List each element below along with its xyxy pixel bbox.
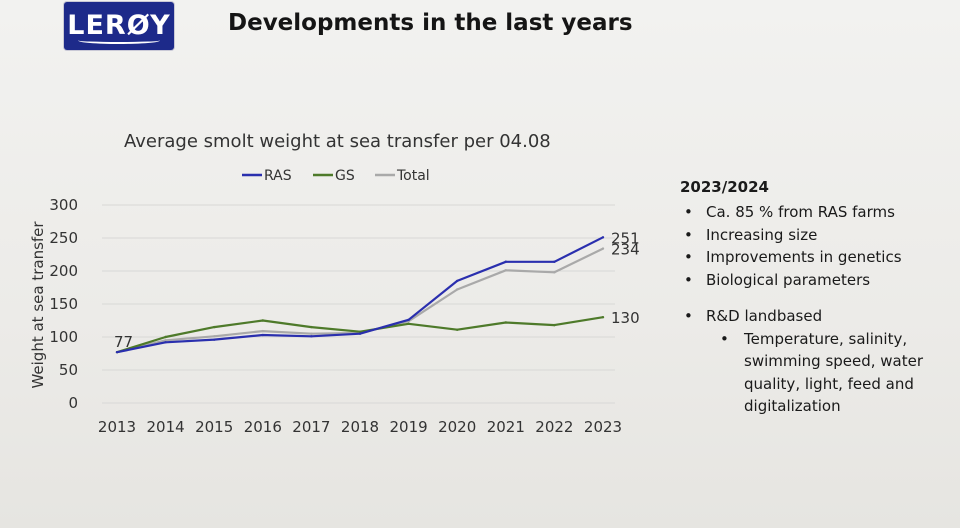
- notes-bullet-rd: R&D landbased: [680, 305, 950, 328]
- data-point-ras: [456, 279, 459, 283]
- data-point-total: [504, 269, 507, 272]
- data-label: 77: [114, 333, 133, 351]
- data-point-gs: [213, 325, 216, 329]
- data-point-gs: [407, 322, 410, 325]
- data-point-total: [213, 335, 216, 338]
- y-tick-label: 250: [49, 229, 78, 247]
- data-point-total: [553, 271, 556, 274]
- line-chart: 0 50 100 150 200 250 300 2013 2014 2015 2016 2017 20…: [29, 168, 640, 436]
- data-point-ras: [261, 333, 264, 337]
- notes-bullet: Improvements in genetics: [680, 246, 950, 269]
- x-tick-label: 2013: [98, 418, 136, 436]
- data-point-gs: [261, 319, 264, 322]
- x-tick-label: 2023: [584, 418, 622, 436]
- notes-sub-bullet: Temperature, salinity, swimming speed, w…: [680, 328, 950, 418]
- data-label: 234: [611, 241, 640, 259]
- legend-label-gs: GS: [335, 168, 355, 184]
- x-tick-label: 2014: [147, 418, 185, 436]
- data-point-gs: [504, 321, 507, 324]
- x-tick-label: 2019: [390, 418, 428, 436]
- data-point-gs: [164, 335, 167, 339]
- data-point-ras: [553, 260, 556, 263]
- data-point-total: [456, 288, 459, 291]
- data-point-ras: [115, 350, 119, 354]
- data-point-gs: [553, 323, 556, 327]
- x-tick-label: 2015: [195, 418, 233, 436]
- x-tick-label: 2017: [292, 418, 330, 436]
- leroy-logo: LERØY: [64, 2, 174, 50]
- logo-wordmark: LERØY: [67, 10, 171, 41]
- data-point-total: [310, 332, 313, 335]
- data-label: 251: [611, 229, 640, 247]
- notes-heading: 2023/2024: [680, 178, 769, 196]
- notes-list-rd: R&D landbased Temperature, salinity, swi…: [680, 305, 950, 418]
- notes-bullet: Increasing size: [680, 224, 950, 247]
- data-point-gs: [358, 330, 362, 333]
- data-point-ras: [407, 318, 410, 322]
- page-title: Developments in the last years: [228, 10, 633, 36]
- y-tick-label: 0: [68, 394, 78, 412]
- data-point-total: [261, 329, 264, 333]
- x-tick-label: 2021: [487, 418, 525, 436]
- data-point-total: [601, 247, 605, 250]
- data-point-total: [164, 339, 167, 342]
- legend-label-ras: RAS: [264, 168, 292, 184]
- data-point-ras: [164, 341, 167, 344]
- data-point-gs: [456, 328, 459, 331]
- notes-bullet: Ca. 85 % from RAS farms: [680, 201, 950, 224]
- data-point-gs: [310, 325, 313, 329]
- data-point-ras: [601, 236, 605, 239]
- y-tick-label: 50: [59, 361, 78, 379]
- x-tick-label: 2020: [438, 418, 476, 436]
- series-line-ras: [116, 236, 604, 354]
- y-tick-label: 300: [49, 196, 78, 214]
- x-tick-label: 2018: [341, 418, 379, 436]
- y-tick-label: 200: [49, 262, 78, 280]
- y-tick-label: 150: [49, 295, 78, 313]
- data-point-ras: [310, 335, 313, 338]
- legend-label-total: Total: [396, 168, 430, 184]
- notes-bullet: Biological parameters: [680, 269, 950, 292]
- data-point-ras: [358, 332, 362, 335]
- logo-swoosh: [78, 37, 160, 44]
- x-tick-label: 2016: [244, 418, 282, 436]
- data-point-ras: [213, 338, 216, 341]
- y-axis-label: Weight at sea transfer: [29, 221, 47, 389]
- x-tick-label: 2022: [535, 418, 573, 436]
- data-label: 130: [611, 309, 640, 327]
- data-point-ras: [504, 260, 507, 263]
- y-tick-label: 100: [49, 328, 78, 346]
- chart-title: Average smolt weight at sea transfer per…: [124, 131, 551, 152]
- data-point-gs: [601, 316, 605, 319]
- notes-list: Ca. 85 % from RAS farms Increasing size …: [680, 201, 950, 291]
- notes-panel: 2023/2024 Ca. 85 % from RAS farms Increa…: [680, 178, 950, 418]
